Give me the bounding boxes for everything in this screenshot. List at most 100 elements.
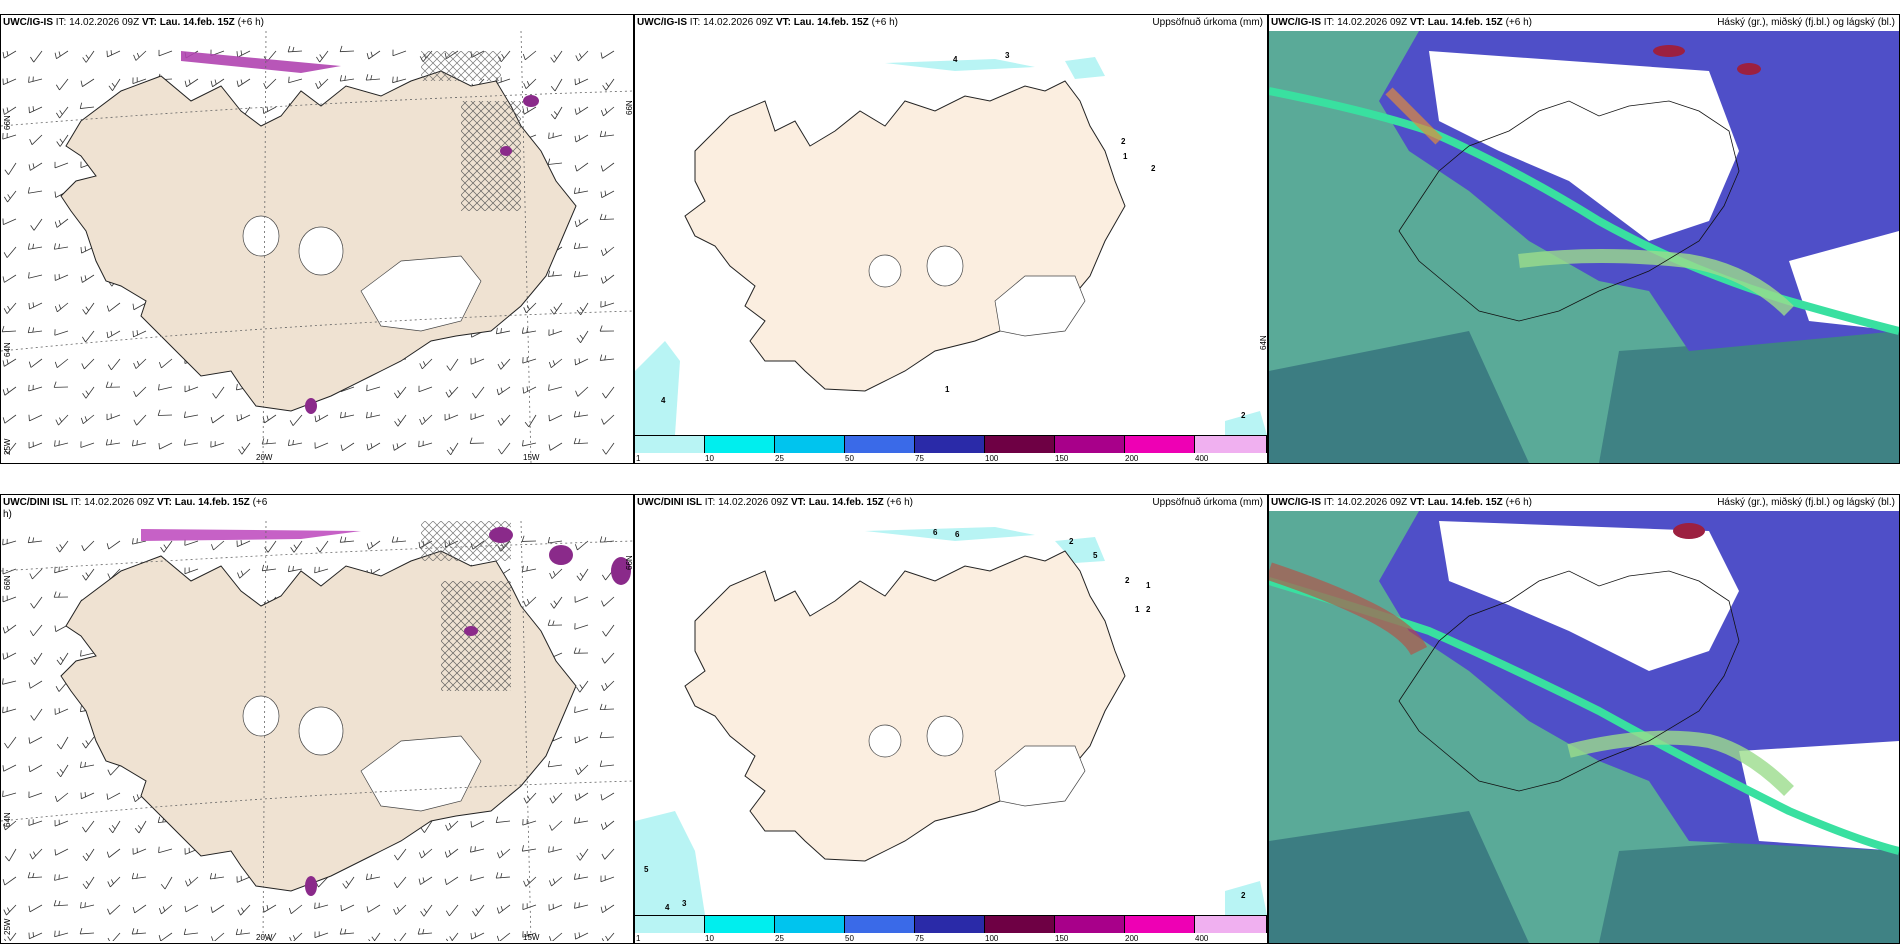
lat-label: 64N bbox=[3, 812, 12, 827]
wind-barb-icon bbox=[3, 904, 17, 916]
wind-barb-icon bbox=[106, 792, 121, 800]
wind-barb-icon bbox=[236, 50, 251, 58]
wind-barb-icon bbox=[184, 904, 199, 913]
wind-barb-icon bbox=[418, 440, 433, 448]
wind-barb-icon bbox=[79, 928, 95, 935]
wind-barb-icon bbox=[158, 442, 173, 450]
wind-barb-icon bbox=[56, 106, 69, 119]
wind-barb-icon bbox=[28, 764, 43, 773]
colorbar-cell bbox=[1195, 435, 1267, 453]
wind-barb-icon bbox=[160, 540, 173, 553]
wind-barb-icon bbox=[107, 358, 121, 371]
wind-barb-icon bbox=[56, 764, 69, 778]
iceland-land bbox=[684, 80, 1126, 392]
wind-barb-icon bbox=[495, 327, 511, 335]
wind-barb-icon bbox=[547, 619, 563, 626]
wind-barb-icon bbox=[82, 568, 95, 581]
wind-barb-icon bbox=[132, 330, 147, 338]
wind-barb-icon bbox=[600, 190, 615, 199]
wind-barb-icon bbox=[81, 540, 95, 552]
wind-barb-icon bbox=[573, 242, 589, 250]
cloud-map bbox=[1269, 31, 1899, 463]
panel-header: UWC/DINI ISL IT: 14.02.2026 09Z VT: Lau.… bbox=[637, 497, 913, 508]
wind-barb-icon bbox=[574, 78, 589, 86]
wind-barb-icon bbox=[107, 904, 121, 915]
wind-barb-icon bbox=[470, 357, 485, 365]
wind-barb-icon bbox=[523, 876, 537, 887]
wind-barb-icon bbox=[54, 874, 69, 881]
wind-barb-icon bbox=[184, 78, 199, 88]
colorbar-cell bbox=[775, 915, 845, 933]
wind-barb-icon bbox=[547, 270, 563, 277]
wind-barb-icon bbox=[80, 792, 95, 800]
wind-barb-icon bbox=[600, 820, 615, 830]
wind-barb-icon bbox=[28, 302, 43, 310]
wind-barb-icon bbox=[132, 904, 147, 914]
wind-barb-icon bbox=[55, 78, 69, 91]
wind-barb-icon bbox=[419, 414, 433, 425]
wind-barb-icon bbox=[53, 591, 69, 598]
colorbar-tick: 200 bbox=[1125, 934, 1139, 943]
panel-title: Uppsöfnuð úrkoma (mm) bbox=[1152, 497, 1263, 508]
wind-barb-icon bbox=[30, 652, 43, 665]
panel-header: UWC/IG-IS IT: 14.02.2026 09Z VT: Lau. 14… bbox=[1271, 497, 1532, 508]
wind-barb-icon bbox=[53, 381, 69, 388]
wind-barb-icon bbox=[158, 49, 173, 57]
wind-barb-icon bbox=[550, 50, 563, 63]
wind-barb-icon bbox=[524, 414, 537, 428]
wind-barb-icon bbox=[394, 848, 407, 861]
wind-barb-icon bbox=[522, 106, 537, 115]
wind-barb-icon bbox=[445, 386, 459, 398]
precip-colorbar: 1 10 25 50 75 100 150 200 400 bbox=[635, 435, 1267, 463]
wind-barb-icon bbox=[235, 928, 251, 936]
contour-label: 2 bbox=[1241, 891, 1246, 900]
lon-label: 15W bbox=[523, 933, 540, 942]
wind-barb-icon bbox=[2, 538, 17, 546]
colorbar-cell bbox=[915, 915, 985, 933]
wind-barb-icon bbox=[30, 218, 43, 231]
wind-barb-icon bbox=[133, 50, 147, 61]
wind-barb-icon bbox=[316, 540, 329, 553]
wind-barb-icon bbox=[238, 442, 251, 455]
wind-barb-icon bbox=[314, 442, 329, 449]
wind-barb-icon bbox=[497, 848, 511, 859]
wind-barb-icon bbox=[80, 78, 95, 87]
wind-barb-icon bbox=[446, 442, 459, 456]
wind-barb-icon bbox=[30, 596, 43, 609]
wind-barb-icon bbox=[3, 442, 17, 455]
contour-label: 2 bbox=[1121, 137, 1126, 146]
wind-barb-icon bbox=[574, 902, 589, 909]
wind-barb-icon bbox=[314, 902, 329, 910]
wind-barb-icon bbox=[236, 414, 251, 422]
wind-barb-icon bbox=[160, 876, 173, 890]
wind-barb-icon bbox=[54, 566, 69, 574]
wind-barb-icon bbox=[82, 876, 95, 889]
wind-barb-icon bbox=[573, 647, 589, 654]
wind-barb-icon bbox=[82, 330, 95, 343]
wind-barb-icon bbox=[2, 624, 17, 634]
wind-barb-icon bbox=[550, 106, 563, 120]
wind-barb-icon bbox=[158, 932, 173, 941]
contour-label: 2 bbox=[1146, 605, 1151, 614]
wind-barb-icon bbox=[105, 381, 121, 388]
colorbar-tick: 75 bbox=[915, 934, 924, 943]
wind-barb-icon bbox=[574, 106, 589, 115]
wind-barb-icon bbox=[601, 414, 615, 425]
wind-barb-icon bbox=[27, 871, 43, 879]
wind-barb-icon bbox=[550, 302, 563, 315]
wind-barb-icon bbox=[574, 932, 589, 940]
wind-barb-icon bbox=[366, 411, 381, 419]
wind-barb-icon bbox=[472, 386, 485, 399]
wind-barb-icon bbox=[28, 76, 43, 83]
wind-barb-icon bbox=[419, 848, 433, 859]
wind-barb-icon bbox=[2, 274, 17, 283]
panel-title: Uppsöfnuð úrkoma (mm) bbox=[1152, 17, 1263, 28]
wind-barb-icon bbox=[523, 302, 537, 314]
wind-barb-icon bbox=[339, 536, 355, 543]
wind-barb-icon bbox=[547, 158, 563, 165]
wind-barb-icon bbox=[2, 652, 17, 660]
wind-barb-icon bbox=[54, 273, 69, 281]
wind-barb-icon bbox=[212, 386, 225, 399]
wind-barb-icon bbox=[497, 358, 511, 370]
colorbar-cell bbox=[705, 435, 775, 453]
